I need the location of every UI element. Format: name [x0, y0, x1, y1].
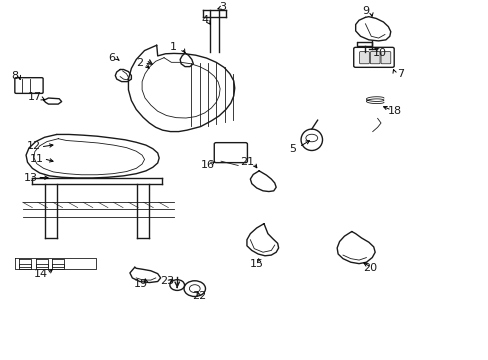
FancyBboxPatch shape — [380, 51, 390, 64]
FancyBboxPatch shape — [369, 51, 379, 64]
Text: 13: 13 — [24, 173, 38, 183]
Text: 16: 16 — [201, 160, 215, 170]
Circle shape — [183, 281, 205, 297]
FancyBboxPatch shape — [15, 78, 43, 93]
Text: 17: 17 — [28, 92, 42, 102]
Text: 6: 6 — [108, 53, 115, 63]
Circle shape — [169, 280, 184, 291]
Text: 21: 21 — [240, 157, 253, 167]
FancyBboxPatch shape — [214, 143, 247, 163]
Circle shape — [189, 285, 200, 293]
Text: 9: 9 — [361, 6, 368, 16]
Text: 19: 19 — [134, 279, 148, 289]
Text: 20: 20 — [363, 263, 377, 273]
Text: 8: 8 — [11, 71, 18, 81]
Text: 11: 11 — [30, 154, 44, 165]
Text: 18: 18 — [387, 106, 401, 116]
Circle shape — [358, 47, 371, 57]
Text: 10: 10 — [372, 48, 386, 58]
Text: 15: 15 — [249, 258, 263, 269]
Text: 2: 2 — [136, 58, 143, 68]
Text: 3: 3 — [219, 2, 225, 12]
Ellipse shape — [305, 134, 317, 142]
Text: 7: 7 — [396, 69, 403, 79]
Text: 5: 5 — [288, 144, 295, 154]
FancyBboxPatch shape — [353, 48, 393, 67]
Text: 4: 4 — [201, 15, 208, 25]
Text: 22: 22 — [192, 291, 206, 301]
Text: 23: 23 — [160, 276, 174, 287]
FancyBboxPatch shape — [359, 51, 368, 64]
Ellipse shape — [301, 129, 322, 150]
Text: 12: 12 — [27, 141, 41, 151]
Text: 1: 1 — [170, 42, 177, 52]
Text: 14: 14 — [34, 269, 48, 279]
